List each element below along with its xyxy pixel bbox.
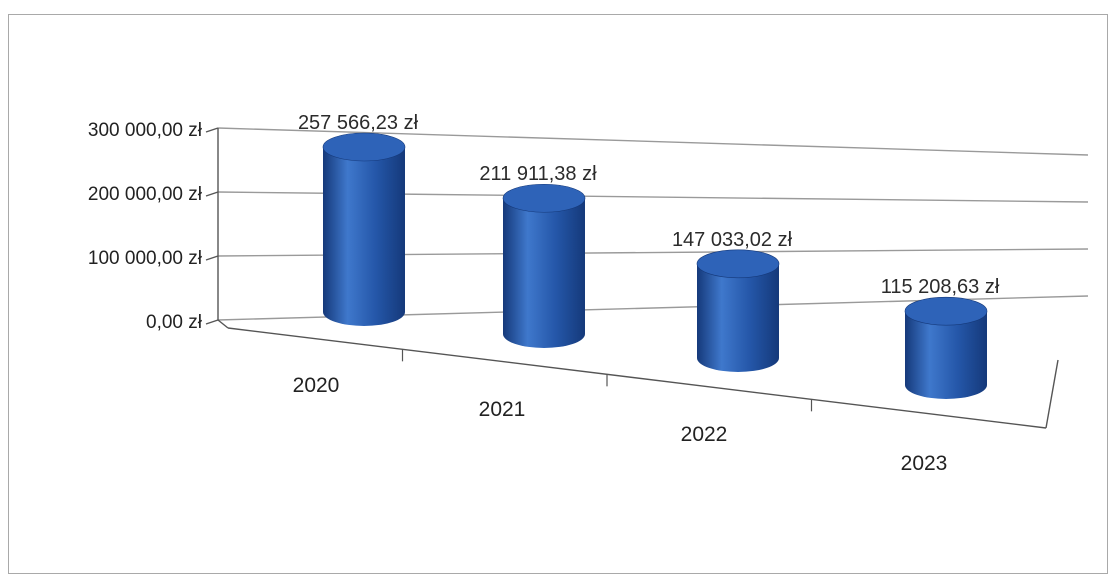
y-tick bbox=[205, 255, 219, 261]
bar-top bbox=[502, 183, 586, 213]
bar-top bbox=[696, 249, 780, 279]
category-label: 2022 bbox=[681, 423, 728, 446]
bar-top bbox=[322, 132, 406, 162]
data-label: 257 566,23 zł bbox=[298, 112, 419, 134]
data-label: 147 033,02 zł bbox=[672, 229, 793, 251]
bar-body bbox=[503, 198, 585, 348]
x-axis-line bbox=[227, 327, 1047, 429]
y-tick bbox=[205, 191, 219, 197]
category-label: 2020 bbox=[293, 374, 340, 397]
y-tick bbox=[205, 319, 219, 325]
gridline bbox=[217, 127, 1089, 156]
bar-body bbox=[323, 147, 405, 326]
floor-left-edge bbox=[217, 319, 229, 329]
bars bbox=[322, 132, 988, 399]
data-label: 211 911,38 zł bbox=[479, 163, 597, 185]
y-tick bbox=[205, 127, 219, 133]
y-tick-label: 300 000,00 zł bbox=[88, 120, 203, 141]
bar-2021 bbox=[502, 183, 586, 348]
y-tick-label: 200 000,00 zł bbox=[88, 184, 203, 205]
y-tick-label: 0,00 zł bbox=[146, 312, 203, 333]
category-label: 2023 bbox=[901, 452, 948, 475]
bar-2023 bbox=[904, 296, 988, 399]
axes bbox=[205, 127, 1059, 429]
category-label: 2021 bbox=[479, 398, 526, 421]
floor-right-edge bbox=[1045, 359, 1059, 429]
bar-2022 bbox=[696, 249, 780, 372]
labels: 0,00 zł 100 000,00 zł 200 000,00 zł 300 000… bbox=[88, 112, 1000, 475]
bar-body bbox=[697, 263, 779, 372]
chart-frame bbox=[8, 14, 1108, 574]
data-label: 115 208,63 zł bbox=[881, 276, 1000, 298]
bar-body bbox=[905, 311, 987, 399]
bar-top bbox=[904, 296, 988, 326]
y-tick-label: 100 000,00 zł bbox=[88, 248, 203, 269]
bar-2020 bbox=[322, 132, 406, 326]
